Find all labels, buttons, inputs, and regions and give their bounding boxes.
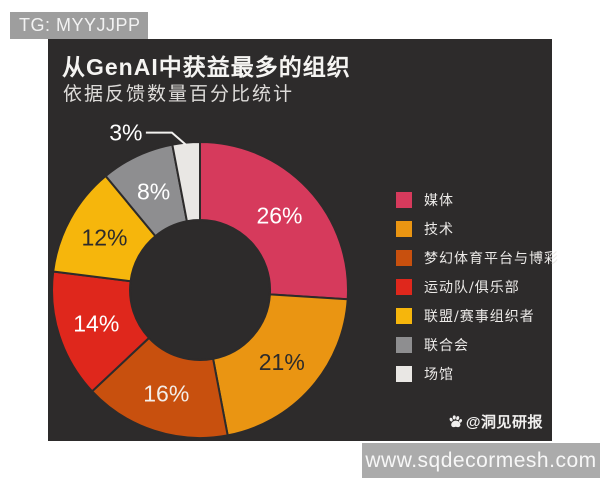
legend-item-3: 运动队/俱乐部 [396, 279, 559, 296]
legend-item-2: 梦幻体育平台与博彩 [396, 250, 559, 267]
legend-item-6: 场馆 [396, 366, 559, 383]
paw-icon [448, 414, 463, 429]
donut-slice-1 [211, 293, 349, 437]
donut-slice-6 [171, 140, 201, 223]
legend-label-6: 场馆 [424, 367, 454, 383]
slice-label-1: 21% [259, 349, 305, 375]
legend-item-5: 联合会 [396, 337, 559, 354]
slice-label-4: 12% [81, 225, 127, 251]
legend-label-0: 媒体 [424, 193, 454, 209]
legend-label-2: 梦幻体育平台与博彩 [424, 251, 559, 267]
legend-swatch-3 [396, 279, 412, 295]
slice-label-3: 14% [73, 311, 119, 337]
slice-label-2: 16% [143, 381, 189, 407]
chart-title: 从GenAI中获益最多的组织 [62, 54, 351, 80]
legend-label-4: 联盟/赛事组织者 [424, 309, 535, 325]
legend-label-1: 技术 [424, 222, 454, 238]
slice-label-0: 26% [256, 202, 302, 228]
website-watermark-bar: www.sqdecormesh.com [362, 443, 600, 478]
legend: 媒体技术梦幻体育平台与博彩 运动队/俱乐部 联盟/赛事组织者 联合会场馆 [396, 192, 559, 395]
legend-item-1: 技术 [396, 221, 559, 238]
legend-item-0: 媒体 [396, 192, 559, 209]
source-watermark-text: @洞见研报 [465, 414, 543, 431]
slice-label-6: 3% [109, 120, 142, 146]
callout-leader-line [145, 131, 187, 146]
chart-card: 从GenAI中获益最多的组织 依据反馈数量百分比统计 26% 21% 16% 14% 1… [48, 39, 558, 441]
legend-swatch-5 [396, 337, 412, 353]
legend-swatch-2 [396, 250, 412, 266]
legend-swatch-0 [396, 192, 412, 208]
legend-swatch-6 [396, 366, 412, 382]
legend-item-4: 联盟/赛事组织者 [396, 308, 559, 325]
donut-chart: 26% 21% 16% 14% 12% 8% 3% [51, 120, 349, 440]
slice-label-5: 8% [137, 178, 170, 204]
source-watermark: @洞见研报 [448, 411, 543, 432]
donut-slice-0 [199, 140, 349, 301]
legend-label-5: 联合会 [424, 338, 469, 354]
legend-swatch-4 [396, 308, 412, 324]
legend-swatch-1 [396, 221, 412, 237]
chart-subtitle: 依据反馈数量百分比统计 [63, 83, 295, 105]
legend-label-3: 运动队/俱乐部 [424, 280, 520, 296]
telegram-badge: TG: MYYJJPP [10, 12, 148, 39]
